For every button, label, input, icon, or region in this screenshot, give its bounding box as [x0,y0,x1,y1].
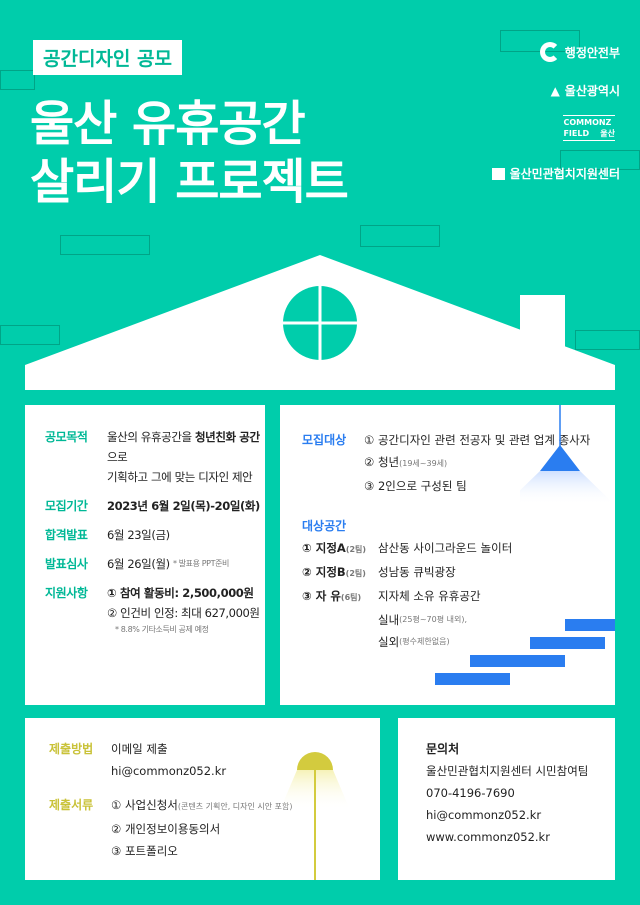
space-teams: (2팀) [345,569,366,578]
space-desc: 지자체 소유 유휴공간 [378,589,481,603]
support-item: ① 참여 활동비: 2,500,000원 [107,586,254,600]
submit-panel: 제출방법 이메일 제출 hi@commonz052.kr 제출서류 ① 사업신청서(콘… [25,718,380,880]
space-item: ① 지정A(2팀) 삼산동 사이그라운드 놀이터 [302,537,615,561]
target-panel: 모집대상 ① 공간디자인 관련 전공자 및 관련 업계 종사자 ② 청년(19세~… [280,405,615,705]
support-item: ② 인건비 인정: 최대 627,000원 [107,606,260,620]
support-note: * 8.8% 기타소득비 공제 예정 [115,625,209,634]
brick-decoration [0,325,60,345]
label-announce: 합격발표 [45,528,88,542]
label-period: 모집기간 [45,499,88,513]
target-note: (19세~39세) [399,459,448,468]
contact-email[interactable]: hi@commonz052.kr [426,808,542,822]
method-value: 이메일 제출 [111,742,168,756]
indoor-note: (25평~70평 내외), [399,615,468,624]
house-illustration [25,255,615,390]
space-name: ② 지정B [302,565,346,579]
space-desc: 성남동 큐빅광장 [378,565,456,579]
text: 울산의 유휴공간을 [107,430,195,444]
brick-decoration [360,225,440,247]
taeguk-icon [539,42,560,62]
space-name: ③ 자 유 [302,589,341,603]
brick-decoration [0,70,35,90]
doc-item: ① 사업신청서 [111,798,178,812]
target-item: ② 청년 [364,455,400,469]
target-item: ③ 2인으로 구성된 팀 [364,479,467,493]
logo-text: 행정안전부 [564,45,620,60]
contact-org: 울산민관협치지원센터 시민참여팀 [426,764,589,778]
logo-text: 울산민관협치지원센터 [509,167,620,181]
doc-item: ② 개인정보이용동의서 [111,822,221,836]
label-purpose: 공모목적 [45,430,88,444]
submit-email[interactable]: hi@commonz052.kr [111,764,227,778]
space-item: ② 지정B(2팀) 성남동 큐빅광장 [302,561,615,585]
label-method: 제출방법 [49,742,94,756]
city-logo: ▲ 울산광역시 [551,82,620,99]
doc-note: (콘텐츠 기획안, 디자인 시안 포함) [177,802,293,811]
target-item: ① 공간디자인 관련 전공자 및 관련 업계 종사자 [364,433,591,447]
logo-text: COMMONZ [563,118,612,127]
text: 기획하고 그에 맞는 디자인 제안 [107,470,253,484]
announce-value: 6월 23일(금) [107,528,170,542]
contact-website[interactable]: www.commonz052.kr [426,830,550,844]
speech-bubble-icon [491,167,505,180]
space-teams: (6팀) [340,593,362,602]
indoor: 실내 [378,613,400,627]
brick-decoration [60,235,150,255]
logo-text: 울산광역시 [564,84,620,98]
label-spaces: 대상공간 [302,519,347,533]
pendant-lamp [520,405,615,505]
label-target: 모집대상 [302,433,347,447]
contact-panel: 문의처 울산민관협치지원센터 시민참여팀 070-4196-7690 hi@co… [398,718,615,880]
label-docs: 제출서류 [49,798,94,812]
logo-text: 울산 [600,129,615,138]
stairs-illustration [435,619,615,685]
doc-item: ③ 포트폴리오 [111,844,178,858]
label-review: 발표심사 [45,557,88,571]
review-value: 6월 26일(월) [107,557,170,571]
contest-tag: 공간디자인 공모 [33,40,182,75]
ministry-logo: 행정안전부 [539,42,620,62]
space-name: ① 지정A [302,541,346,555]
title-line: 울산 유휴공간 [30,96,306,152]
contact-phone[interactable]: 070-4196-7690 [426,786,515,800]
label-support: 지원사항 [45,586,88,600]
period-value: 2023년 6월 2일(목)-20일(화) [107,499,260,513]
floor-lamp [280,752,350,880]
contact-title: 문의처 [426,742,460,756]
commonz-logo: COMMONZ FIELD 울산 [563,115,615,141]
space-desc: 삼산동 사이그라운드 놀이터 [378,541,513,555]
text: 으로 [107,450,128,464]
page-title: 울산 유휴공간 살리기 프로젝트 [30,95,349,211]
outdoor-note: (평수제한없음) [399,637,450,646]
center-logo: 울산민관협치지원센터 [491,165,620,182]
mountain-icon: ▲ [550,83,560,98]
space-item: ③ 자 유(6팀) 지자체 소유 유휴공간 [302,585,615,609]
logo-text: FIELD [563,129,590,138]
text-bold: 청년친화 공간 [194,430,260,444]
space-teams: (2팀) [345,545,367,554]
outdoor: 실외 [378,635,400,649]
review-note: * 발표용 PPT준비 [172,559,230,568]
title-line: 살리기 프로젝트 [30,154,349,210]
